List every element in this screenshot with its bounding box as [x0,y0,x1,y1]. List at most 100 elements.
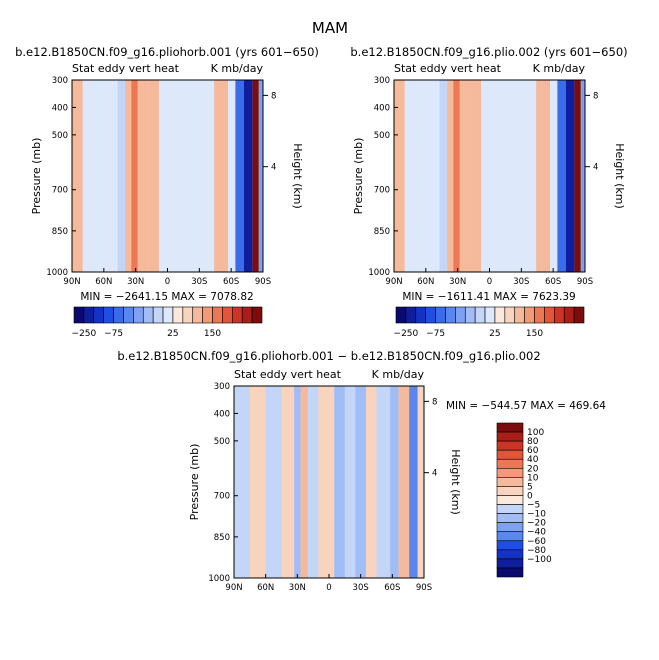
colorbar-swatch [554,306,565,324]
colorbar-swatch [435,306,446,324]
field-band [318,386,335,578]
field-band [376,386,391,578]
height-tick-label: 8 [593,91,598,101]
colorbar-label: −250 [394,329,419,339]
colorbar-swatch [514,306,525,324]
field-band [409,386,418,578]
y-tick-label: 400 [52,103,68,113]
diff-ylabel-right: Height (km) [449,449,462,515]
field-band [234,386,250,578]
field-band [481,80,537,272]
colorbar-swatch [241,306,253,324]
colorbar-swatch [496,567,524,578]
colorbar-swatch [496,486,524,496]
x-tick-label: 60N [95,277,112,287]
field-band [574,80,581,272]
y-tick-label: 300 [214,382,230,392]
colorbar-swatch [192,306,203,324]
panel1-units: K mb/day [211,62,264,75]
panel2-ylabel-right: Height (km) [613,143,626,209]
colorbar-label: −75 [104,329,123,339]
colorbar-swatch [474,306,486,324]
colorbar-swatch [496,495,524,505]
field-band [417,386,424,578]
colorbar-swatch [496,431,524,442]
x-tick-label: 60N [417,277,434,287]
colorbar-swatch [415,306,426,324]
field-band [249,386,266,578]
field-band [398,386,410,578]
colorbar-swatch [103,306,114,324]
field-band [447,80,454,272]
field-band [459,80,471,272]
diff-field [234,386,424,578]
colorbar-swatch [162,306,174,324]
y-tick-label: 700 [214,492,230,502]
y-tick-label: 1000 [46,268,68,278]
y-tick-label: 500 [214,437,230,447]
x-tick-label: 60N [257,583,274,593]
colorbar-swatch [73,306,85,324]
colorbar-label: −250 [72,329,97,339]
field-band [148,80,159,272]
colorbar-swatch [123,306,134,324]
colorbar-label: 20 [527,464,539,474]
colorbar-swatch [464,306,476,324]
x-tick-label: 60S [384,583,400,593]
y-tick-label: 400 [214,409,230,419]
x-tick-label: 90S [416,583,432,593]
field-band [243,80,253,272]
colorbar-label: 25 [167,329,178,339]
field-band [228,80,236,272]
colorbar-swatch [563,306,575,324]
field-band [281,386,295,578]
panel2-height-ticks: 84 [585,91,598,173]
diff-title: b.e12.B1850CN.f09_g16.pliohorb.001 − b.e… [117,349,540,363]
colorbar-swatch [113,306,124,324]
panel2-units: K mb/day [533,62,586,75]
colorbar-swatch [133,306,144,324]
field-band [307,386,319,578]
panel1-yticks: 300 400 500 700 850 1000 [46,76,76,278]
diff-height-ticks: 84 [424,397,437,479]
colorbar-label: 25 [489,329,500,339]
field-band [470,80,481,272]
field-band [258,80,263,272]
x-tick-label: 30S [513,277,529,287]
colorbar-swatch [83,306,95,324]
field-band [580,80,585,272]
colorbar-label: 40 [527,455,539,465]
y-tick-label: 400 [374,103,390,113]
colorbar-label: −10 [527,510,546,520]
height-tick-label: 4 [593,163,598,173]
panel2-field [394,80,585,272]
field-band [265,386,282,578]
colorbar-label: 150 [526,329,543,339]
colorbar-swatch [93,306,104,324]
colorbar-swatch [405,306,417,324]
colorbar-swatch [504,306,516,324]
y-tick-label: 700 [52,186,68,196]
colorbar-swatch [142,306,154,324]
x-tick-label: 0 [165,277,170,287]
colorbar-swatch [152,306,164,324]
colorbar-label: 0 [527,492,533,502]
field-band [300,386,308,578]
colorbar-swatch [496,458,524,469]
field-band [394,80,405,272]
field-band [536,80,550,272]
colorbar-swatch [544,306,555,324]
diff-xticks: 90N 60N 30N 0 30S 60S 90S [225,574,432,593]
colorbar-swatch [455,306,466,324]
panel-difference: b.e12.B1850CN.f09_g16.pliohorb.001 − b.e… [117,349,606,593]
colorbar-swatch [182,306,194,324]
field-band [131,80,138,272]
colorbar-swatch [496,513,524,523]
y-tick-label: 850 [214,533,230,543]
panel1-title: b.e12.B1850CN.f09_g16.pliohorb.001 (yrs … [15,45,319,59]
colorbar-label: 60 [527,446,539,456]
field-band [390,386,399,578]
colorbar-swatch [496,422,524,433]
